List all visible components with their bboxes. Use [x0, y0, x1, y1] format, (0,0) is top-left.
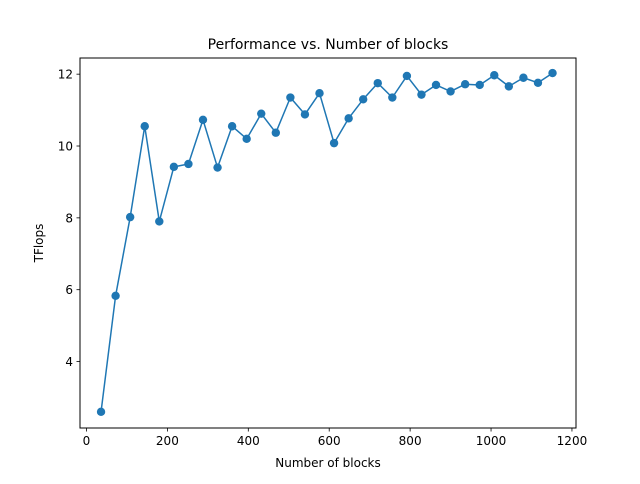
data-point [402, 71, 412, 81]
chart-title: Performance vs. Number of blocks [208, 37, 449, 53]
data-point [548, 68, 557, 78]
y-tick-label: 8 [65, 211, 73, 225]
x-tick-label: 200 [156, 434, 179, 448]
data-point [242, 134, 251, 144]
data-point [213, 163, 222, 172]
data-point [358, 95, 368, 104]
x-tick-label: 400 [237, 434, 260, 448]
data-point [96, 407, 106, 417]
data-point [475, 80, 484, 90]
data-point [329, 138, 339, 148]
data-point [140, 122, 149, 131]
data-point [446, 87, 455, 96]
data-point [344, 114, 353, 123]
plot-area [96, 68, 557, 417]
data-point [519, 73, 528, 82]
data-point [431, 80, 441, 90]
x-tick-label: 800 [399, 434, 422, 448]
axes-frame [79, 57, 577, 429]
data-point [257, 109, 266, 118]
data-point [227, 122, 237, 131]
y-tick-label: 10 [58, 140, 73, 154]
x-tick-label: 1000 [476, 434, 507, 448]
x-tick-label: 0 [83, 434, 91, 448]
data-point [388, 93, 397, 102]
data-point [315, 89, 324, 98]
data-point [300, 110, 310, 119]
data-point [184, 159, 193, 169]
y-tick-label: 4 [65, 355, 73, 369]
data-point [533, 78, 543, 87]
x-tick-label: 1200 [557, 434, 588, 448]
data-point [417, 90, 426, 99]
x-tick-label: 600 [318, 434, 341, 448]
data-point [490, 71, 499, 80]
y-tick-label: 12 [58, 68, 73, 82]
x-axis-label: Number of blocks [275, 456, 381, 470]
data-point [155, 217, 164, 226]
data-point [271, 128, 281, 137]
data-point [125, 212, 135, 222]
y-axis-label: TFlops [32, 224, 46, 264]
data-point [504, 82, 514, 91]
data-point [460, 80, 470, 89]
data-point [373, 78, 382, 88]
data-point [169, 162, 179, 172]
data-point [111, 291, 120, 301]
data-point [198, 115, 208, 124]
y-tick-label: 6 [65, 283, 73, 297]
data-point [286, 93, 295, 102]
